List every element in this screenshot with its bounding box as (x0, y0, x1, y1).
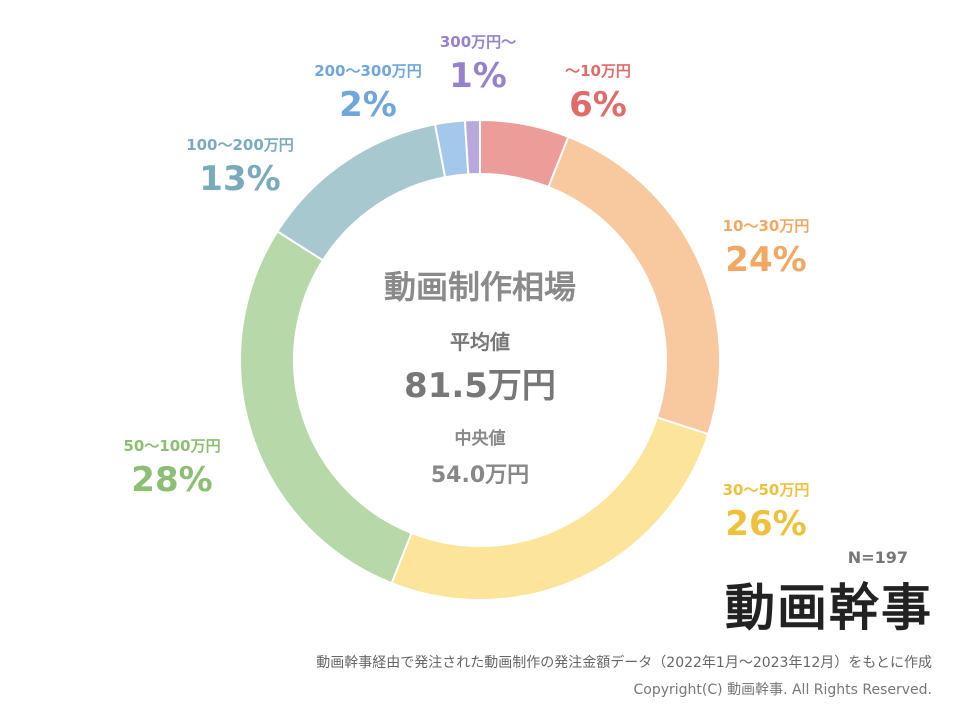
copyright: Copyright(C) 動画幹事. All Rights Reserved. (633, 682, 932, 698)
chart-title: 動画制作相場 (384, 268, 576, 306)
slice-percent-label: 24% (725, 240, 806, 280)
donut-slice (463, 118, 481, 176)
slice-range-label: 30〜50万円 (723, 481, 810, 499)
median-value: 54.0万円 (431, 463, 529, 488)
slice-range-label: 100〜200万円 (186, 136, 294, 154)
slice-range-label: 10〜30万円 (723, 217, 810, 235)
sample-size: N=197 (847, 548, 908, 567)
slice-percent-label: 6% (569, 85, 627, 125)
slice-percent-label: 2% (339, 85, 397, 125)
slice-percent-label: 26% (725, 504, 806, 544)
slice-range-label: 300万円〜 (440, 33, 516, 51)
slice-range-label: 〜10万円 (565, 62, 631, 80)
slice-range-label: 50〜100万円 (123, 437, 220, 455)
average-value: 81.5万円 (404, 366, 556, 406)
brand-logo: 動画幹事 (725, 579, 933, 637)
slice-percent-label: 1% (449, 56, 507, 96)
slice-labels: 〜10万円 6% 10〜30万円 24% 30〜50万円 26% 50〜100万円 28% 10… (123, 33, 809, 544)
donut-slices (239, 118, 721, 601)
donut-slice (275, 123, 447, 262)
slice-percent-label: 28% (131, 460, 212, 500)
median-label: 中央値 (455, 428, 506, 449)
donut-center: 動画制作相場 平均値 81.5万円 中央値 54.0万円 (384, 268, 576, 488)
slice-percent-label: 13% (199, 159, 280, 199)
source-note: 動画幹事経由で発注された動画制作の発注金額データ（2022年1月〜2023年12… (316, 655, 932, 671)
slice-range-label: 200〜300万円 (314, 62, 422, 80)
average-label: 平均値 (450, 330, 510, 354)
donut-slice (390, 416, 710, 601)
